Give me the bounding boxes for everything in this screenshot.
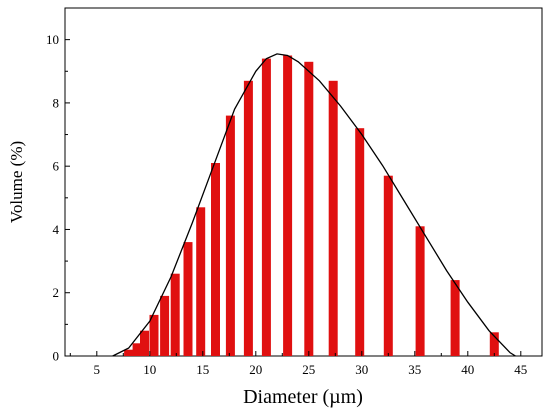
volume-bar bbox=[211, 163, 220, 356]
volume-bar bbox=[383, 175, 393, 356]
volume-bar bbox=[328, 80, 338, 357]
volume-bar bbox=[243, 80, 253, 357]
x-tick-label: 10 bbox=[143, 362, 156, 377]
x-tick-label: 25 bbox=[302, 362, 315, 377]
volume-bar bbox=[196, 207, 206, 356]
curve-layer bbox=[112, 53, 516, 357]
x-tick-label: 40 bbox=[461, 362, 474, 377]
volume-bar bbox=[304, 61, 314, 357]
volume-bar bbox=[132, 343, 142, 356]
y-axis-title: Volume (%) bbox=[7, 141, 26, 223]
volume-bar bbox=[261, 58, 271, 356]
y-tick-label: 4 bbox=[53, 222, 60, 237]
x-tick-label: 35 bbox=[408, 362, 421, 377]
bars-layer bbox=[124, 55, 499, 357]
volume-bar bbox=[225, 115, 235, 356]
volume-bar bbox=[355, 128, 365, 356]
y-tick-label: 0 bbox=[53, 349, 60, 364]
y-tick-label: 10 bbox=[46, 32, 59, 47]
x-axis-ticks: 5 10 15 20 25 30 35 40 45 bbox=[69, 351, 527, 377]
y-tick-label: 2 bbox=[53, 285, 60, 300]
volume-bar bbox=[140, 330, 149, 356]
y-axis-ticks: 0 2 4 6 8 10 bbox=[46, 32, 70, 364]
volume-bar bbox=[450, 280, 460, 356]
x-tick-label: 30 bbox=[355, 362, 368, 377]
x-tick-label: 20 bbox=[249, 362, 262, 377]
volume-bar bbox=[489, 332, 499, 356]
volume-bar bbox=[415, 226, 425, 356]
y-tick-label: 6 bbox=[53, 159, 60, 174]
distribution-curve bbox=[112, 53, 516, 357]
volume-bar bbox=[149, 314, 159, 356]
y-tick-label: 8 bbox=[53, 95, 60, 110]
volume-bar bbox=[183, 242, 193, 356]
x-tick-label: 15 bbox=[196, 362, 209, 377]
x-tick-label: 45 bbox=[514, 362, 527, 377]
x-axis-title: Diameter (µm) bbox=[243, 386, 363, 408]
volume-bar bbox=[170, 273, 180, 356]
plot-frame bbox=[64, 7, 543, 357]
volume-bar bbox=[124, 349, 134, 356]
volume-bar bbox=[283, 55, 293, 356]
volume-bar bbox=[160, 295, 170, 356]
x-tick-label: 5 bbox=[94, 362, 101, 377]
